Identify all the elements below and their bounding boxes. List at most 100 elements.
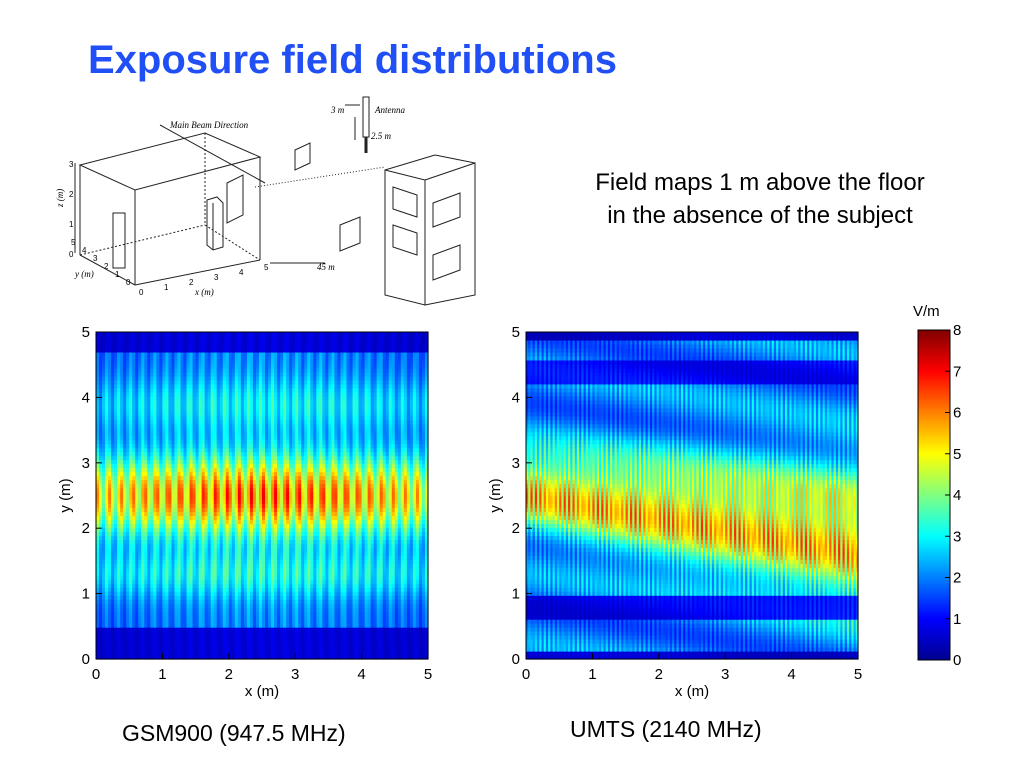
heatmap-cell bbox=[189, 339, 194, 345]
heatmap-cell bbox=[225, 332, 230, 337]
heatmap-cell bbox=[201, 367, 206, 373]
heatmap-cell bbox=[99, 431, 103, 437]
heatmap-cell bbox=[271, 591, 275, 596]
heatmap-cell bbox=[141, 379, 145, 385]
diagram-y-axis-label: y (m) bbox=[74, 269, 94, 279]
heatmap-cell bbox=[204, 527, 209, 532]
heatmap-cell bbox=[165, 427, 170, 433]
heatmap-cell bbox=[216, 399, 221, 405]
heatmap-cell bbox=[150, 475, 154, 481]
heatmap-cell bbox=[243, 631, 248, 636]
heatmap-cell bbox=[262, 603, 266, 608]
heatmap-cell bbox=[265, 547, 269, 552]
heatmap-cell bbox=[147, 403, 151, 409]
heatmap-cell bbox=[132, 447, 136, 453]
heatmap-cell bbox=[105, 367, 109, 373]
heatmap-cell bbox=[159, 515, 163, 521]
heatmap-cell bbox=[114, 335, 118, 341]
heatmap-cell bbox=[132, 603, 136, 608]
heatmap-cell bbox=[186, 339, 191, 345]
heatmap-cell bbox=[99, 471, 103, 477]
heatmap-cell bbox=[138, 635, 142, 640]
heatmap-cell bbox=[150, 611, 154, 616]
heatmap-cell bbox=[183, 351, 188, 357]
heatmap-cell bbox=[162, 391, 167, 397]
heatmap-cell bbox=[255, 435, 260, 441]
heatmap-cell bbox=[162, 651, 167, 656]
heatmap-cell bbox=[153, 555, 157, 560]
heatmap-cell bbox=[219, 611, 224, 616]
heatmap-cell bbox=[183, 559, 188, 564]
heatmap-cell bbox=[186, 467, 191, 473]
heatmap-cell bbox=[105, 491, 109, 497]
heatmap-cell bbox=[268, 607, 272, 612]
heatmap-cell bbox=[129, 547, 133, 552]
heatmap-cell bbox=[243, 623, 248, 628]
heatmap-cell bbox=[255, 427, 260, 433]
heatmap-cell bbox=[192, 351, 197, 357]
heatmap-cell bbox=[150, 479, 154, 485]
heatmap-cell bbox=[99, 339, 103, 345]
heatmap-cell bbox=[262, 491, 266, 497]
heatmap-cell bbox=[265, 487, 269, 493]
heatmap-cell bbox=[144, 415, 148, 421]
heatmap-cell bbox=[114, 423, 118, 429]
heatmap-cell bbox=[138, 603, 142, 608]
heatmap-cell bbox=[105, 359, 109, 365]
heatmap-cell bbox=[96, 447, 100, 453]
heatmap-cell bbox=[237, 471, 242, 477]
heatmap-cell bbox=[180, 499, 185, 505]
heatmap-cell bbox=[174, 603, 179, 608]
heatmap-cell bbox=[198, 455, 203, 461]
heatmap-cell bbox=[213, 631, 218, 636]
heatmap-cell bbox=[138, 387, 142, 393]
heatmap-cell bbox=[105, 527, 109, 532]
heatmap-cell bbox=[274, 427, 278, 433]
heatmap-cell bbox=[171, 623, 176, 628]
heatmap-cell bbox=[201, 519, 206, 525]
heatmap-cell bbox=[129, 647, 133, 652]
heatmap-cell bbox=[144, 583, 148, 588]
heatmap-cell bbox=[204, 439, 209, 445]
heatmap-cell bbox=[246, 611, 251, 616]
heatmap-cell bbox=[120, 591, 124, 596]
heatmap-cell bbox=[171, 475, 176, 481]
heatmap-cell bbox=[201, 507, 206, 513]
heatmap-cell bbox=[126, 332, 130, 337]
heatmap-cell bbox=[255, 443, 260, 449]
heatmap-cell bbox=[108, 375, 112, 381]
heatmap-cell bbox=[234, 332, 239, 337]
diagram-y-tick: 3 bbox=[93, 254, 98, 263]
heatmap-cell bbox=[165, 451, 170, 457]
heatmap-cell bbox=[147, 332, 151, 337]
heatmap-cell bbox=[114, 383, 118, 389]
heatmap-cell bbox=[271, 527, 275, 532]
heatmap-cell bbox=[150, 507, 154, 513]
heatmap-cell bbox=[126, 371, 130, 377]
heatmap-cell bbox=[180, 467, 185, 473]
heatmap-cell bbox=[213, 467, 218, 473]
heatmap-cell bbox=[204, 563, 209, 568]
heatmap-cell bbox=[129, 627, 133, 632]
heatmap-cell bbox=[165, 455, 170, 461]
heatmap-cell bbox=[105, 439, 109, 445]
heatmap-cell bbox=[171, 551, 176, 556]
heatmap-cell bbox=[210, 627, 215, 632]
heatmap-cell bbox=[177, 547, 182, 552]
heatmap-cell bbox=[192, 395, 197, 401]
heatmap-cell bbox=[186, 619, 191, 624]
heatmap-cell bbox=[237, 583, 242, 588]
heatmap-cell bbox=[216, 511, 221, 517]
heatmap-cell bbox=[99, 435, 103, 441]
heatmap-cell bbox=[111, 519, 115, 525]
heatmap-cell bbox=[207, 435, 212, 441]
heatmap-cell bbox=[123, 603, 127, 608]
heatmap-cell bbox=[168, 367, 173, 373]
heatmap-cell bbox=[162, 555, 167, 560]
heatmap-cell bbox=[243, 332, 248, 337]
heatmap-cell bbox=[180, 583, 185, 588]
heatmap-cell bbox=[204, 539, 209, 544]
heatmap-cell bbox=[249, 499, 254, 505]
heatmap-cell bbox=[108, 571, 112, 576]
heatmap-cell bbox=[225, 359, 230, 365]
